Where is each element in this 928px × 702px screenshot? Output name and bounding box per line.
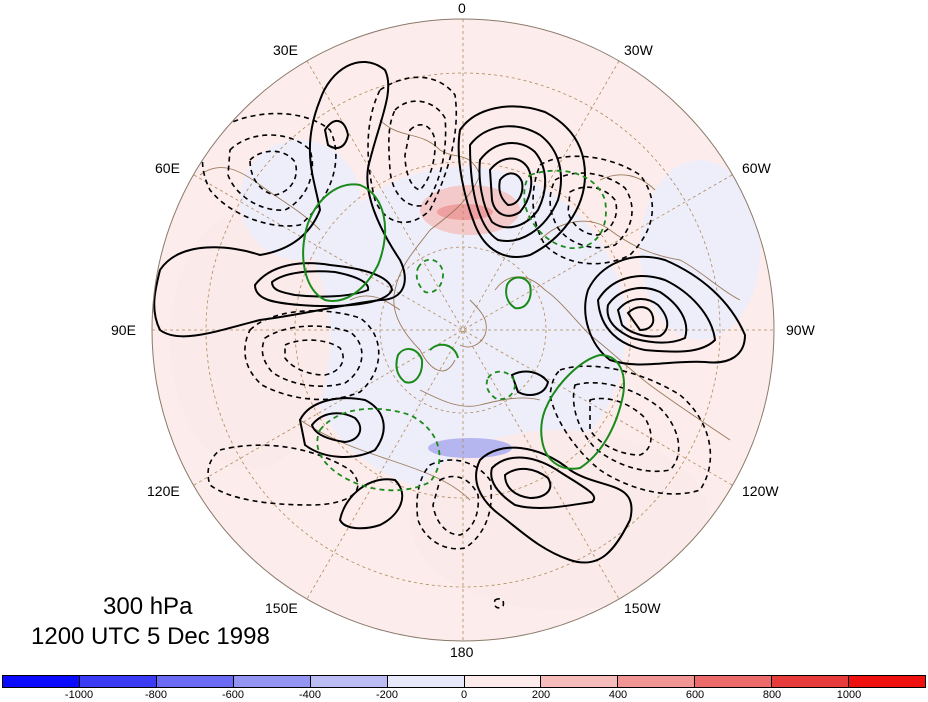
negative-contours [201,76,712,609]
map-boundary [151,18,775,642]
green-dashed-contours [316,169,607,492]
colorbar [2,675,926,688]
colorbar-segment [772,676,850,687]
colorbar-segment [79,676,157,687]
colorbar-tick-label: 200 [531,689,551,701]
colorbar-segment [695,676,773,687]
colorbar-tick-label: -600 [221,689,245,701]
lon-label-150e: 150E [265,600,298,616]
colorbar-segment [156,676,234,687]
lon-label-90w: 90W [786,322,815,338]
pressure-level-title: 300 hPa [103,593,193,620]
colorbar-tick-label: 0 [460,689,468,701]
colorbar-segment [464,676,542,687]
lon-label-90e: 90E [111,322,136,338]
colorbar-segment [310,676,388,687]
colorbar-tick-label: 1000 [836,689,862,701]
valid-time-title: 1200 UTC 5 Dec 1998 [31,623,270,650]
colorbar-segment [849,676,926,687]
colorbar-tick-label: 600 [685,689,705,701]
colorbar-segment [541,676,619,687]
lon-label-30w: 30W [624,42,653,58]
colorbar-tick-label: -800 [144,689,168,701]
colorbar-segment [3,676,80,687]
lon-label-120w: 120W [742,483,779,499]
lon-label-60w: 60W [742,160,771,176]
colorbar-tick-label: 800 [762,689,782,701]
graticule [152,19,774,641]
colorbar-segment [618,676,696,687]
lon-label-150w: 150W [624,600,661,616]
colorbar-segment [233,676,311,687]
lon-label-60e: 60E [155,160,180,176]
colorbar-tick-label: -200 [375,689,399,701]
colorbar-segment [387,676,465,687]
colorbar-tick-label: -1000 [64,689,94,701]
colorbar-tick-label: -400 [298,689,322,701]
positive-contours [153,60,747,564]
lon-label-120e: 120E [147,483,180,499]
lon-label-180: 180 [450,644,474,660]
green-contours [302,183,625,470]
colorbar-tick-label: 400 [608,689,628,701]
lon-label-0: 0 [458,0,466,16]
lon-label-30e: 30E [273,42,298,58]
